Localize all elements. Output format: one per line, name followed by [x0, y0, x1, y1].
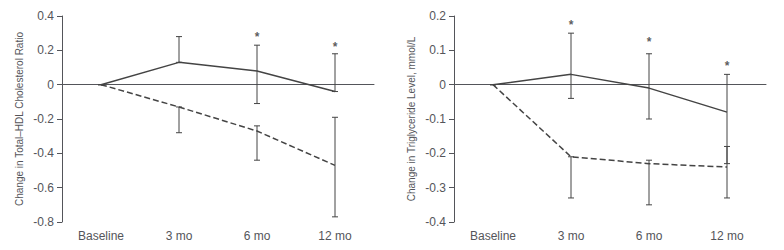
svg-text:0.2: 0.2: [37, 43, 54, 57]
svg-text:Change in Triglyceride Level,: Change in Triglyceride Level, mmol/L: [406, 36, 417, 201]
svg-text:0: 0: [47, 78, 54, 92]
svg-text:6 mo: 6 mo: [244, 229, 271, 243]
svg-text:Baseline: Baseline: [470, 229, 516, 243]
svg-text:*: *: [569, 18, 574, 32]
svg-text:*: *: [333, 40, 338, 54]
svg-text:0.1: 0.1: [429, 43, 446, 57]
svg-text:6 mo: 6 mo: [636, 229, 663, 243]
svg-text:-0.3: -0.3: [425, 181, 446, 195]
svg-text:0: 0: [439, 78, 446, 92]
svg-text:0.4: 0.4: [37, 9, 54, 23]
svg-text:12 mo: 12 mo: [710, 229, 744, 243]
svg-text:*: *: [647, 35, 652, 49]
svg-text:*: *: [725, 59, 730, 73]
svg-text:-0.8: -0.8: [33, 215, 54, 229]
svg-text:12 mo: 12 mo: [318, 229, 352, 243]
svg-text:Change in Total–HDL Cholestero: Change in Total–HDL Cholesterol Ratio: [14, 32, 25, 206]
svg-text:Baseline: Baseline: [78, 229, 124, 243]
svg-text:-0.1: -0.1: [425, 112, 446, 126]
svg-text:-0.6: -0.6: [33, 181, 54, 195]
svg-text:3 mo: 3 mo: [166, 229, 193, 243]
svg-text:-0.4: -0.4: [425, 215, 446, 229]
svg-text:-0.2: -0.2: [425, 146, 446, 160]
svg-text:3 mo: 3 mo: [558, 229, 585, 243]
svg-text:*: *: [255, 30, 260, 44]
svg-text:-0.4: -0.4: [33, 146, 54, 160]
svg-text:-0.2: -0.2: [33, 112, 54, 126]
svg-text:0.2: 0.2: [429, 9, 446, 23]
